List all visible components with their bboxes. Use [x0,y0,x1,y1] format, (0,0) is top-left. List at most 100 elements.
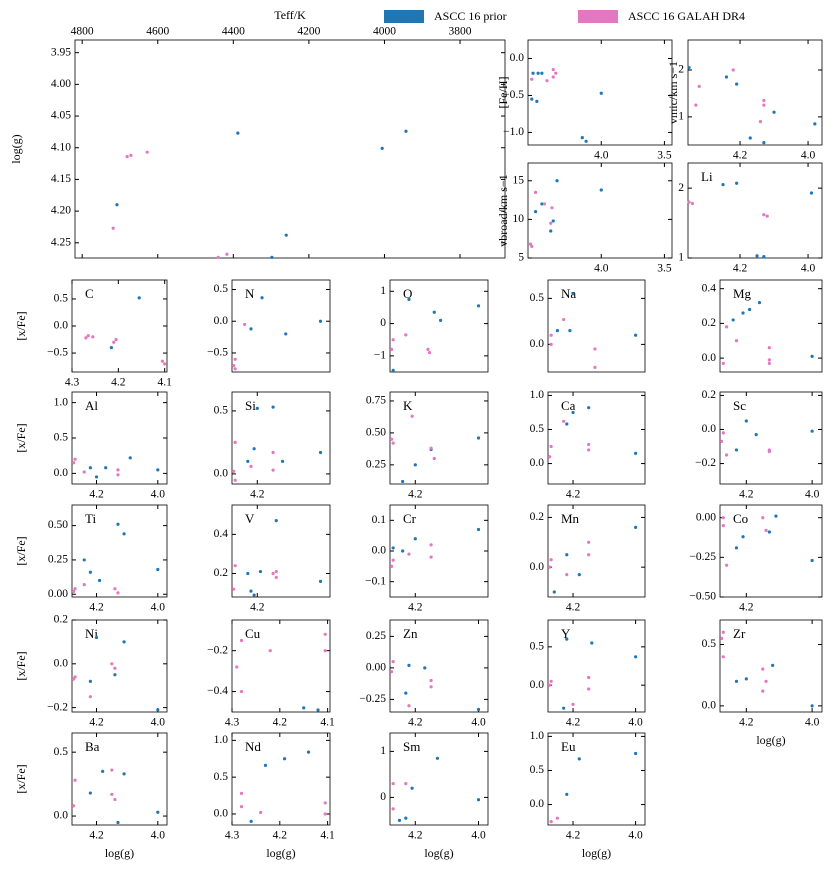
panel-label: Co [733,511,748,526]
data-point [235,665,239,669]
y-tick-label: 1.0 [530,730,545,742]
plot-frame [71,619,168,713]
data-point [318,319,323,323]
y-tick-label: 0.2 [702,389,717,401]
data-point [551,75,555,79]
data-point [426,347,430,352]
data-point [156,468,160,472]
plot-frame [719,279,823,373]
data-point [391,546,395,550]
data-point [91,335,95,339]
y-tick-label: 4.25 [51,236,71,248]
x-tick-label: 4.0 [594,263,609,275]
data-point [391,659,395,664]
data-point [758,119,763,124]
data-point [734,448,739,452]
data-point [112,340,116,344]
data-point [316,708,320,712]
x-tick-label: 4.2 [739,489,754,501]
x-tick-label: 4.2 [566,602,581,614]
data-point [587,406,591,410]
plot-frame [547,504,646,598]
y-tick-label: −0.4 [207,685,228,697]
y-axis-label: [Fe/H] [496,77,510,109]
data-point [565,792,569,796]
data-point [71,461,76,465]
data-point [549,444,553,449]
data-point [535,99,539,103]
plot-frame [719,391,823,485]
legend-label: ASCC 16 GALAH DR4 [628,9,745,23]
y-tick-label: 0.0 [530,679,545,691]
y-tick-label: 1 [678,111,684,123]
panel-label: O [403,286,412,301]
data-point [249,819,253,823]
data-point [404,782,408,786]
y-tick-label: 0.00 [696,511,716,523]
y-tick-label: 0.5 [54,432,69,444]
data-point [318,450,323,455]
data-point [116,820,120,825]
data-point [741,311,745,315]
data-point [754,432,758,437]
data-point [765,214,769,218]
data-point [404,691,408,695]
data-point [542,202,547,206]
y-tick-label: 1 [380,745,386,757]
data-point [86,334,90,338]
data-point [755,254,759,258]
y-tick-label: 0.5 [54,746,69,758]
data-point [476,798,481,802]
x-tick-label: 4.0 [801,150,816,162]
x-tick-label: 4.2 [89,489,104,501]
data-point [555,816,559,820]
y-tick-label: 0.5 [530,292,545,304]
x-tick-label: 3.5 [657,150,672,162]
panel-label: Cu [245,626,261,641]
data-point [239,805,244,809]
data-point [540,71,544,75]
data-point [274,575,278,580]
y-tick-label: 4.15 [51,173,71,185]
x-axis-label: log(g) [582,846,611,860]
data-point [549,333,553,337]
data-point [73,587,77,591]
y-tick-label: 1 [678,252,684,264]
data-point [549,342,553,346]
plot-frame [389,279,489,373]
data-point [731,68,735,72]
panel-label: Mn [561,511,580,526]
data-point [88,791,92,795]
data-point [734,679,739,683]
plot-frame [527,39,673,146]
plot-frame [231,619,331,713]
legend-label: ASCC 16 prior [434,9,507,23]
data-point [587,553,591,557]
data-point [391,782,395,786]
data-point [580,136,584,140]
data-point [571,292,575,296]
data-point [137,296,141,300]
data-point [391,338,395,342]
x-tick-label: 4800 [71,26,94,38]
data-point [116,591,120,595]
x-tick-label: 4.2 [408,602,423,614]
y-tick-label: 0.5 [702,638,717,650]
plot-frame [389,391,489,485]
data-point [113,797,117,802]
data-point [407,663,411,667]
y-tick-label: −0.5 [207,347,228,359]
panel-label: Ca [561,398,576,413]
data-point [233,478,237,482]
y-tick-label: 10 [513,213,525,225]
panel-label: Ti [85,511,96,526]
data-point [323,649,327,653]
data-point [744,677,748,681]
data-point [761,689,765,693]
data-point [110,768,114,772]
data-point [748,136,752,140]
data-point [762,103,766,107]
y-tick-label: −0.2 [47,701,68,713]
data-point [587,540,591,544]
data-point [530,77,534,81]
